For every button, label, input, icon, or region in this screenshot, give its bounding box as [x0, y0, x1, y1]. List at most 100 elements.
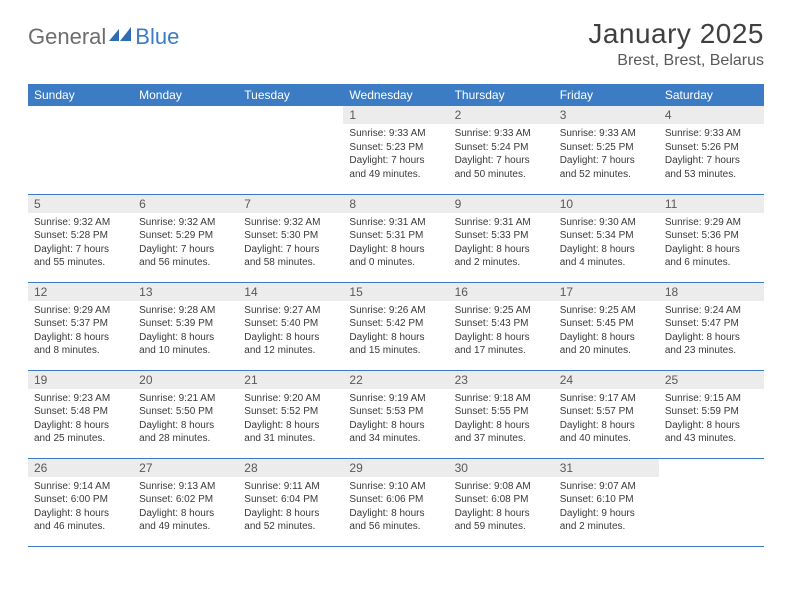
day-details: Sunrise: 9:17 AMSunset: 5:57 PMDaylight:… — [554, 389, 659, 450]
day-number: 19 — [28, 371, 133, 389]
calendar-cell: 29Sunrise: 9:10 AMSunset: 6:06 PMDayligh… — [343, 458, 448, 546]
day-details: Sunrise: 9:23 AMSunset: 5:48 PMDaylight:… — [28, 389, 133, 450]
day-number: 16 — [449, 283, 554, 301]
day-number: 26 — [28, 459, 133, 477]
day-number: 9 — [449, 195, 554, 213]
calendar-week-row: 26Sunrise: 9:14 AMSunset: 6:00 PMDayligh… — [28, 458, 764, 546]
day-number: 13 — [133, 283, 238, 301]
calendar-cell: 24Sunrise: 9:17 AMSunset: 5:57 PMDayligh… — [554, 370, 659, 458]
day-number: 15 — [343, 283, 448, 301]
calendar-cell — [238, 106, 343, 194]
calendar-week-row: 5Sunrise: 9:32 AMSunset: 5:28 PMDaylight… — [28, 194, 764, 282]
calendar-cell: 9Sunrise: 9:31 AMSunset: 5:33 PMDaylight… — [449, 194, 554, 282]
calendar-cell: 18Sunrise: 9:24 AMSunset: 5:47 PMDayligh… — [659, 282, 764, 370]
day-header: Saturday — [659, 84, 764, 106]
calendar-cell — [133, 106, 238, 194]
calendar-week-row: 19Sunrise: 9:23 AMSunset: 5:48 PMDayligh… — [28, 370, 764, 458]
day-details: Sunrise: 9:20 AMSunset: 5:52 PMDaylight:… — [238, 389, 343, 450]
month-title: January 2025 — [588, 18, 764, 50]
day-details: Sunrise: 9:25 AMSunset: 5:45 PMDaylight:… — [554, 301, 659, 362]
calendar-cell: 7Sunrise: 9:32 AMSunset: 5:30 PMDaylight… — [238, 194, 343, 282]
day-details: Sunrise: 9:13 AMSunset: 6:02 PMDaylight:… — [133, 477, 238, 538]
day-header-row: SundayMondayTuesdayWednesdayThursdayFrid… — [28, 84, 764, 106]
day-number: 31 — [554, 459, 659, 477]
day-details: Sunrise: 9:31 AMSunset: 5:31 PMDaylight:… — [343, 213, 448, 274]
day-number: 25 — [659, 371, 764, 389]
calendar-cell: 26Sunrise: 9:14 AMSunset: 6:00 PMDayligh… — [28, 458, 133, 546]
day-details: Sunrise: 9:29 AMSunset: 5:37 PMDaylight:… — [28, 301, 133, 362]
day-details: Sunrise: 9:10 AMSunset: 6:06 PMDaylight:… — [343, 477, 448, 538]
location: Brest, Brest, Belarus — [588, 52, 764, 70]
flag-icon — [109, 27, 133, 45]
day-number: 1 — [343, 106, 448, 124]
day-details: Sunrise: 9:18 AMSunset: 5:55 PMDaylight:… — [449, 389, 554, 450]
calendar-table: SundayMondayTuesdayWednesdayThursdayFrid… — [28, 84, 764, 547]
day-details: Sunrise: 9:19 AMSunset: 5:53 PMDaylight:… — [343, 389, 448, 450]
calendar-cell: 27Sunrise: 9:13 AMSunset: 6:02 PMDayligh… — [133, 458, 238, 546]
day-details: Sunrise: 9:33 AMSunset: 5:25 PMDaylight:… — [554, 124, 659, 185]
calendar-cell: 3Sunrise: 9:33 AMSunset: 5:25 PMDaylight… — [554, 106, 659, 194]
calendar-cell: 2Sunrise: 9:33 AMSunset: 5:24 PMDaylight… — [449, 106, 554, 194]
day-details: Sunrise: 9:15 AMSunset: 5:59 PMDaylight:… — [659, 389, 764, 450]
calendar-cell: 14Sunrise: 9:27 AMSunset: 5:40 PMDayligh… — [238, 282, 343, 370]
day-header: Friday — [554, 84, 659, 106]
day-details: Sunrise: 9:21 AMSunset: 5:50 PMDaylight:… — [133, 389, 238, 450]
day-number: 14 — [238, 283, 343, 301]
calendar-cell: 30Sunrise: 9:08 AMSunset: 6:08 PMDayligh… — [449, 458, 554, 546]
day-number: 10 — [554, 195, 659, 213]
day-number: 27 — [133, 459, 238, 477]
day-details: Sunrise: 9:33 AMSunset: 5:23 PMDaylight:… — [343, 124, 448, 185]
day-details: Sunrise: 9:27 AMSunset: 5:40 PMDaylight:… — [238, 301, 343, 362]
day-number: 23 — [449, 371, 554, 389]
day-number: 6 — [133, 195, 238, 213]
calendar-cell: 6Sunrise: 9:32 AMSunset: 5:29 PMDaylight… — [133, 194, 238, 282]
logo-text-general: General — [28, 24, 106, 50]
calendar-cell: 13Sunrise: 9:28 AMSunset: 5:39 PMDayligh… — [133, 282, 238, 370]
day-details: Sunrise: 9:33 AMSunset: 5:26 PMDaylight:… — [659, 124, 764, 185]
calendar-cell: 1Sunrise: 9:33 AMSunset: 5:23 PMDaylight… — [343, 106, 448, 194]
calendar-cell: 20Sunrise: 9:21 AMSunset: 5:50 PMDayligh… — [133, 370, 238, 458]
day-details: Sunrise: 9:28 AMSunset: 5:39 PMDaylight:… — [133, 301, 238, 362]
day-header: Thursday — [449, 84, 554, 106]
logo: General Blue — [28, 24, 179, 50]
day-number: 20 — [133, 371, 238, 389]
calendar-cell: 25Sunrise: 9:15 AMSunset: 5:59 PMDayligh… — [659, 370, 764, 458]
day-details: Sunrise: 9:11 AMSunset: 6:04 PMDaylight:… — [238, 477, 343, 538]
day-details: Sunrise: 9:24 AMSunset: 5:47 PMDaylight:… — [659, 301, 764, 362]
title-block: January 2025 Brest, Brest, Belarus — [588, 18, 764, 70]
day-number: 29 — [343, 459, 448, 477]
calendar-cell: 8Sunrise: 9:31 AMSunset: 5:31 PMDaylight… — [343, 194, 448, 282]
day-details: Sunrise: 9:31 AMSunset: 5:33 PMDaylight:… — [449, 213, 554, 274]
day-number: 28 — [238, 459, 343, 477]
day-details: Sunrise: 9:32 AMSunset: 5:28 PMDaylight:… — [28, 213, 133, 274]
calendar-cell: 23Sunrise: 9:18 AMSunset: 5:55 PMDayligh… — [449, 370, 554, 458]
calendar-cell: 16Sunrise: 9:25 AMSunset: 5:43 PMDayligh… — [449, 282, 554, 370]
day-details: Sunrise: 9:29 AMSunset: 5:36 PMDaylight:… — [659, 213, 764, 274]
day-number: 11 — [659, 195, 764, 213]
logo-text-blue: Blue — [135, 24, 179, 50]
calendar-cell: 22Sunrise: 9:19 AMSunset: 5:53 PMDayligh… — [343, 370, 448, 458]
calendar-cell — [28, 106, 133, 194]
calendar-cell: 21Sunrise: 9:20 AMSunset: 5:52 PMDayligh… — [238, 370, 343, 458]
day-header: Tuesday — [238, 84, 343, 106]
calendar-cell: 15Sunrise: 9:26 AMSunset: 5:42 PMDayligh… — [343, 282, 448, 370]
day-number: 18 — [659, 283, 764, 301]
calendar-week-row: 1Sunrise: 9:33 AMSunset: 5:23 PMDaylight… — [28, 106, 764, 194]
day-header: Wednesday — [343, 84, 448, 106]
day-number: 22 — [343, 371, 448, 389]
calendar-cell: 11Sunrise: 9:29 AMSunset: 5:36 PMDayligh… — [659, 194, 764, 282]
header: General Blue January 2025 Brest, Brest, … — [28, 18, 764, 70]
calendar-cell: 17Sunrise: 9:25 AMSunset: 5:45 PMDayligh… — [554, 282, 659, 370]
day-details: Sunrise: 9:32 AMSunset: 5:30 PMDaylight:… — [238, 213, 343, 274]
calendar-cell: 5Sunrise: 9:32 AMSunset: 5:28 PMDaylight… — [28, 194, 133, 282]
day-number: 30 — [449, 459, 554, 477]
day-number: 24 — [554, 371, 659, 389]
day-number: 17 — [554, 283, 659, 301]
day-details: Sunrise: 9:25 AMSunset: 5:43 PMDaylight:… — [449, 301, 554, 362]
day-header: Monday — [133, 84, 238, 106]
calendar-cell: 19Sunrise: 9:23 AMSunset: 5:48 PMDayligh… — [28, 370, 133, 458]
day-details: Sunrise: 9:08 AMSunset: 6:08 PMDaylight:… — [449, 477, 554, 538]
day-number: 12 — [28, 283, 133, 301]
day-details: Sunrise: 9:14 AMSunset: 6:00 PMDaylight:… — [28, 477, 133, 538]
day-details: Sunrise: 9:32 AMSunset: 5:29 PMDaylight:… — [133, 213, 238, 274]
